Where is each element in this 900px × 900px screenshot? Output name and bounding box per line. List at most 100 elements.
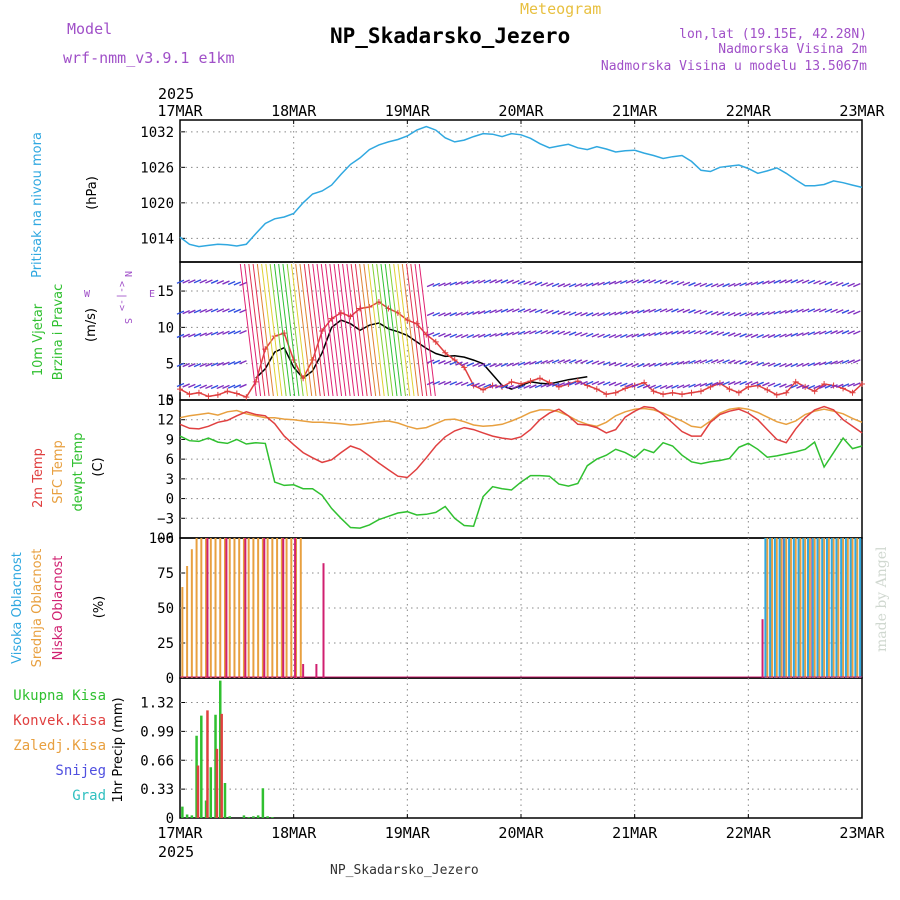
wind-arrow bbox=[853, 382, 861, 387]
precip-legend-3: Zaledj.Kisa bbox=[13, 738, 106, 754]
wind-arrow bbox=[529, 281, 537, 286]
wind-arrow-storm bbox=[342, 263, 360, 397]
wind-arrow bbox=[756, 311, 764, 316]
model-name: wrf-nmm_v3.9.1 e1km bbox=[63, 49, 235, 67]
wind-arrow bbox=[710, 311, 719, 316]
bar bbox=[780, 538, 783, 678]
wind-arrow bbox=[580, 332, 588, 337]
x-tick-label-bottom: 17MAR bbox=[157, 824, 203, 842]
wind-arrow bbox=[654, 362, 662, 367]
wind-arrow bbox=[625, 333, 634, 338]
data-point bbox=[697, 388, 704, 395]
wind-arrow bbox=[688, 329, 696, 335]
wind-arrow bbox=[193, 309, 202, 314]
wind-arrow bbox=[580, 359, 588, 364]
plot-layer bbox=[176, 125, 865, 818]
wind-arrow bbox=[762, 362, 770, 367]
bar bbox=[821, 538, 824, 678]
wind-arrow bbox=[728, 380, 736, 386]
bar bbox=[830, 538, 833, 678]
wind-arrow bbox=[659, 279, 668, 285]
wind-arrow bbox=[602, 311, 611, 317]
wind-arrow bbox=[546, 282, 554, 287]
wind-arrow bbox=[779, 309, 787, 315]
x-tick-label-top: 18MAR bbox=[271, 102, 317, 120]
wind-arrow-storm bbox=[290, 263, 308, 397]
wind-arrow bbox=[182, 333, 190, 338]
wind-arrow bbox=[426, 359, 435, 364]
wind-arrow bbox=[443, 360, 452, 365]
wind-arrow bbox=[506, 308, 514, 313]
data-point bbox=[205, 393, 212, 400]
wind-arrow bbox=[188, 383, 196, 389]
wind-arrow-storm bbox=[282, 263, 300, 397]
bar bbox=[302, 664, 305, 678]
footer-station: NP_Skadarsko_Jezero bbox=[330, 863, 479, 878]
wind-arrow bbox=[227, 280, 236, 286]
wind-arrow bbox=[739, 282, 747, 287]
wind-arrow bbox=[733, 380, 742, 386]
wind-arrow bbox=[472, 310, 480, 315]
wind-arrow bbox=[227, 361, 236, 366]
wind-arrow bbox=[665, 330, 674, 336]
wind-arrow bbox=[665, 280, 674, 285]
wind-arrow-storm bbox=[376, 263, 394, 397]
wind-arrow bbox=[722, 331, 730, 337]
wind-arrow bbox=[847, 282, 855, 288]
wind-arrow bbox=[614, 311, 622, 316]
precip-legend-5: Grad bbox=[72, 788, 106, 804]
wind-arrow bbox=[688, 309, 696, 314]
wind-arrow-storm bbox=[252, 263, 270, 397]
wind-arrow bbox=[529, 330, 537, 335]
wind-arrow bbox=[188, 333, 196, 338]
wind-arrow bbox=[182, 383, 190, 388]
wind-arrow bbox=[733, 359, 742, 365]
bar bbox=[206, 538, 209, 678]
wind-arrow bbox=[767, 382, 776, 387]
wind-arrow bbox=[637, 333, 645, 338]
wind-arrow bbox=[500, 362, 509, 368]
wind-arrow bbox=[625, 383, 634, 388]
bar bbox=[816, 538, 819, 678]
wind-arrow bbox=[534, 330, 543, 335]
y-tick-label: 1032 bbox=[140, 125, 174, 141]
wind-arrow-storm bbox=[350, 263, 368, 397]
wind-arrow bbox=[693, 309, 702, 314]
wind-arrow bbox=[693, 330, 702, 335]
x-tick-label-bottom: 23MAR bbox=[839, 824, 885, 842]
bar bbox=[266, 816, 269, 818]
wind-arrow bbox=[779, 333, 787, 338]
wind-arrow bbox=[523, 308, 531, 313]
wind-arrow bbox=[494, 308, 503, 314]
wind-arrow bbox=[625, 279, 634, 284]
model-altitude: Nadmorska Visina u modelu 13.5067m bbox=[601, 59, 867, 74]
bar bbox=[778, 538, 781, 678]
wind-arrow bbox=[449, 312, 458, 317]
wind-arrow bbox=[807, 384, 816, 390]
wind-arrow bbox=[716, 283, 725, 288]
wind-arrow bbox=[637, 383, 645, 389]
wind-arrow bbox=[796, 384, 804, 389]
bar bbox=[252, 538, 255, 678]
wind-arrow bbox=[199, 332, 208, 337]
wind-arrow bbox=[426, 311, 435, 317]
bar bbox=[761, 619, 764, 678]
wind-arrow bbox=[182, 310, 190, 315]
wind-arrow bbox=[693, 359, 702, 364]
wind-arrow-storm bbox=[410, 263, 428, 397]
wind-arrow bbox=[597, 333, 605, 338]
wind-arrow bbox=[659, 308, 668, 313]
wind-arrow bbox=[620, 310, 628, 316]
bar bbox=[285, 538, 288, 678]
bar bbox=[792, 538, 795, 678]
wind-arrow bbox=[529, 308, 537, 313]
wind-arrow bbox=[551, 382, 560, 387]
wind-arrow bbox=[494, 279, 503, 284]
wind-arrow-storm bbox=[273, 263, 291, 397]
wind-arrow bbox=[682, 384, 691, 389]
bar bbox=[219, 680, 222, 818]
bar bbox=[200, 538, 203, 678]
wind-arrow bbox=[182, 362, 190, 368]
wind-arrow bbox=[449, 281, 458, 286]
wind-arrow bbox=[654, 279, 662, 284]
